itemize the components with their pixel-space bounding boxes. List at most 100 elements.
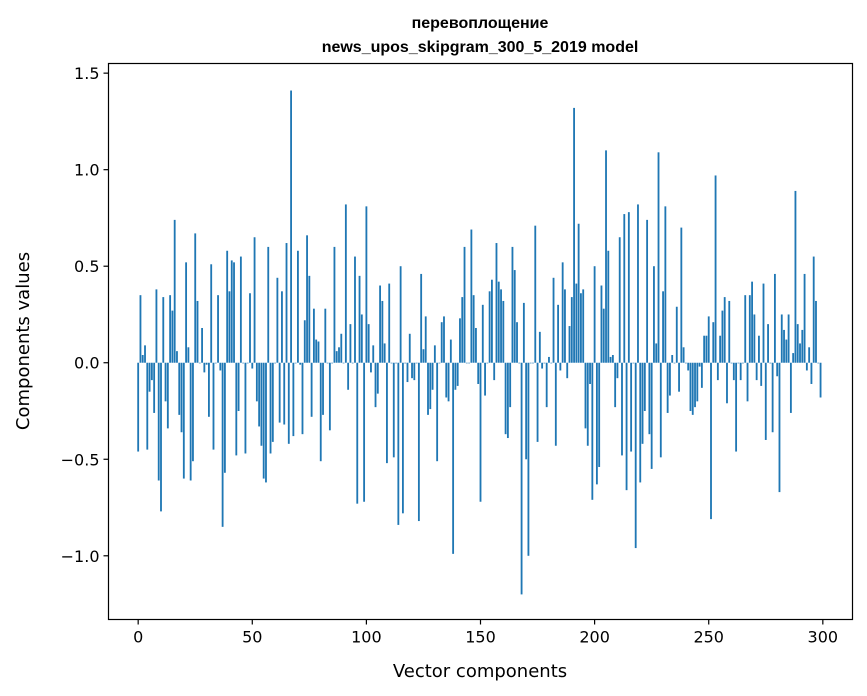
bar-86 xyxy=(333,246,336,363)
bar-197 xyxy=(586,362,589,446)
bar-224 xyxy=(648,362,651,435)
bar-118 xyxy=(406,362,409,383)
bar-2 xyxy=(141,355,144,363)
bar-105 xyxy=(376,362,379,394)
bar-195 xyxy=(582,289,585,363)
bar-19 xyxy=(180,362,183,433)
bar-277 xyxy=(769,362,772,364)
bar-80 xyxy=(319,362,322,462)
bar-37 xyxy=(221,362,224,527)
bar-142 xyxy=(461,297,464,363)
y-axis-label: Components values xyxy=(13,252,34,430)
bar-273 xyxy=(760,362,763,386)
bar-27 xyxy=(198,362,201,364)
bar-67 xyxy=(290,90,292,363)
bar-259 xyxy=(728,300,731,363)
bar-150 xyxy=(479,362,482,502)
bar-158 xyxy=(497,281,500,363)
bar-131 xyxy=(436,362,439,462)
bar-120 xyxy=(411,362,413,379)
bar-282 xyxy=(780,314,783,363)
bar-294 xyxy=(808,347,811,363)
bar-237 xyxy=(678,362,680,392)
bar-32 xyxy=(210,264,213,363)
bar-50 xyxy=(251,362,254,369)
bar-202 xyxy=(598,362,601,467)
bar-222 xyxy=(643,362,646,411)
chart-title-line-1: перевоплощение xyxy=(412,15,549,32)
bar-276 xyxy=(767,324,769,363)
bar-149 xyxy=(477,362,480,384)
bar-200 xyxy=(593,266,596,363)
bar-281 xyxy=(778,362,781,493)
bar-186 xyxy=(561,262,564,363)
bar-245 xyxy=(696,362,699,402)
bar-148 xyxy=(475,327,477,363)
bar-21 xyxy=(185,262,188,363)
bar-115 xyxy=(399,266,402,363)
bar-62 xyxy=(278,362,281,423)
bar-170 xyxy=(525,362,528,460)
bar-114 xyxy=(397,362,400,525)
bar-79 xyxy=(317,341,320,363)
x-tick-label-6: 300 xyxy=(808,628,839,647)
bar-172 xyxy=(529,362,532,364)
bar-14 xyxy=(169,295,172,363)
bar-167 xyxy=(518,362,521,364)
bar-116 xyxy=(401,362,404,514)
bar-160 xyxy=(502,300,505,363)
bar-8 xyxy=(155,289,158,363)
bar-296 xyxy=(812,256,815,363)
bar-135 xyxy=(445,362,448,398)
bar-279 xyxy=(773,273,776,363)
bar-87 xyxy=(335,351,338,363)
bar-122 xyxy=(415,362,418,364)
bar-188 xyxy=(566,362,569,379)
bar-31 xyxy=(208,362,210,417)
bar-94 xyxy=(351,362,354,364)
bar-92 xyxy=(347,362,350,390)
bar-270 xyxy=(753,314,756,363)
x-tick-label-4: 200 xyxy=(579,628,610,647)
bar-269 xyxy=(751,281,753,363)
y-axis-ticks: −1.0 −0.5 0.0 0.5 1.0 1.5 xyxy=(61,64,109,566)
bar-185 xyxy=(559,362,562,371)
bar-93 xyxy=(349,324,352,363)
bar-218 xyxy=(634,362,637,549)
bar-174 xyxy=(534,225,537,363)
bar-191 xyxy=(573,107,575,363)
x-tick-label-5: 250 xyxy=(693,628,724,647)
bar-168 xyxy=(520,362,523,595)
bar-61 xyxy=(276,277,279,363)
bar-103 xyxy=(372,345,375,363)
bar-216 xyxy=(630,362,633,452)
y-tick-label-3: 0.5 xyxy=(74,257,99,276)
bar-24 xyxy=(192,362,194,462)
x-tick-label-2: 100 xyxy=(351,628,382,647)
bar-111 xyxy=(390,362,393,364)
bar-72 xyxy=(301,362,304,435)
bar-217 xyxy=(632,362,635,364)
y-tick-label-4: 1.0 xyxy=(74,161,99,180)
bar-156 xyxy=(493,362,496,381)
bar-212 xyxy=(621,362,623,456)
bar-25 xyxy=(194,233,197,363)
bar-121 xyxy=(413,362,416,381)
bar-64 xyxy=(283,362,286,425)
bar-232 xyxy=(666,362,669,413)
bar-33 xyxy=(212,362,215,450)
chart-title-line-2: news_upos_skipgram_300_5_2019 model xyxy=(322,39,639,56)
bar-127 xyxy=(427,362,429,415)
bar-274 xyxy=(762,283,765,363)
bar-284 xyxy=(785,339,788,363)
bar-178 xyxy=(543,362,546,364)
bar-108 xyxy=(383,343,386,363)
bar-3 xyxy=(144,345,146,363)
bar-100 xyxy=(365,206,368,363)
bar-13 xyxy=(166,362,169,429)
bar-192 xyxy=(575,283,578,363)
y-tick-label-2: 0.0 xyxy=(74,354,99,373)
bar-244 xyxy=(694,362,696,408)
bar-175 xyxy=(536,362,539,442)
bar-70 xyxy=(297,250,299,363)
